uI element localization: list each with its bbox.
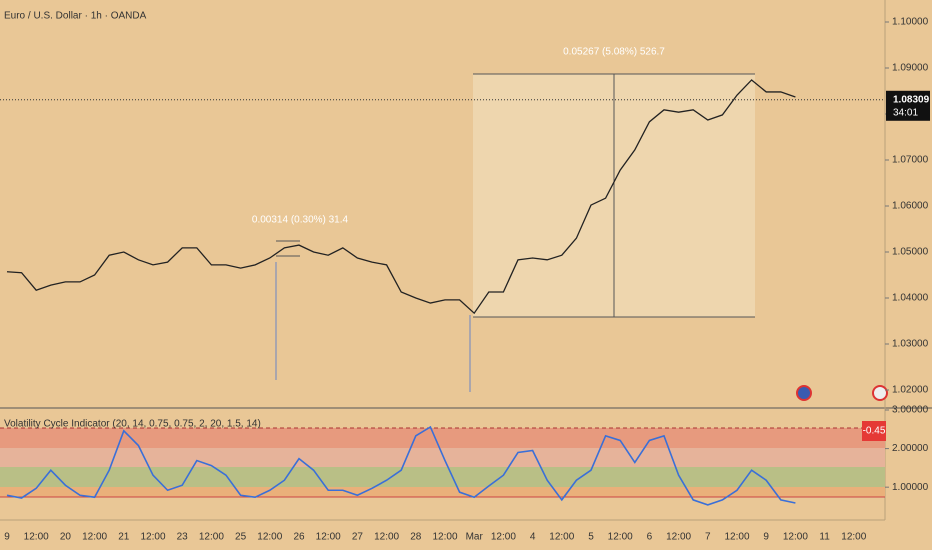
x-tick-label: 25 [235, 532, 247, 543]
indicator-title: Volatility Cycle Indicator (20, 14, 0.75… [4, 419, 261, 430]
x-tick-label: 5 [588, 532, 594, 543]
x-tick-label: 12:00 [666, 532, 691, 543]
chart-title: Euro / U.S. Dollar · 1h · OANDA [4, 11, 147, 22]
series-line [6, 425, 796, 506]
x-tick-label: 4 [530, 532, 536, 543]
x-tick-label: 9 [4, 532, 10, 543]
y-tick-label: 1.10000 [892, 17, 929, 28]
x-tick-label: 12:00 [783, 532, 808, 543]
y-tick-label: 2.00000 [892, 443, 929, 454]
y-tick-label: 1.04000 [892, 293, 929, 304]
x-tick-label: 12:00 [316, 532, 341, 543]
x-tick-label: 12:00 [432, 532, 457, 543]
event-icon[interactable] [872, 385, 888, 401]
price-tag-text: 1.08309 [893, 94, 930, 105]
x-tick-label: 27 [352, 532, 364, 543]
annotation: 0.05267 (5.08%) 526.7 [563, 47, 665, 58]
x-tick-label: 12:00 [374, 532, 399, 543]
x-tick-label: 12:00 [724, 532, 749, 543]
x-tick-label: Mar [466, 532, 484, 543]
y-tick-label: 3.00000 [892, 405, 929, 416]
x-tick-label: 28 [410, 532, 422, 543]
x-tick-label: 12:00 [257, 532, 282, 543]
y-tick-label: 1.00000 [892, 482, 929, 493]
x-tick-label: 12:00 [140, 532, 165, 543]
x-tick-label: 21 [118, 532, 130, 543]
badge: -0.45 [863, 426, 886, 437]
y-tick-label: 1.09000 [892, 63, 929, 74]
x-tick-label: 7 [705, 532, 711, 543]
event-icon[interactable] [796, 385, 812, 401]
x-tick-label: 12:00 [82, 532, 107, 543]
countdown: 34:01 [893, 107, 918, 118]
x-tick-label: 6 [647, 532, 653, 543]
zone [0, 428, 885, 448]
y-tick-label: 1.06000 [892, 201, 929, 212]
x-tick-label: 12:00 [24, 532, 49, 543]
price-tag [886, 90, 930, 121]
x-tick-label: 12:00 [608, 532, 633, 543]
zone [0, 487, 885, 497]
x-tick-label: 20 [60, 532, 72, 543]
zone [0, 448, 885, 467]
y-tick-label: 1.05000 [892, 247, 929, 258]
x-tick-label: 26 [293, 532, 305, 543]
x-tick-label: 12:00 [199, 532, 224, 543]
x-tick-label: 11 [819, 532, 830, 543]
annotation: 0.00314 (0.30%) 31.4 [252, 215, 349, 226]
x-tick-label: 12:00 [841, 532, 866, 543]
badge-bg [862, 421, 886, 441]
x-tick-label: 12:00 [491, 532, 516, 543]
y-tick-label: 1.07000 [892, 155, 929, 166]
series-line [6, 79, 796, 315]
y-tick-label: 1.02000 [892, 385, 929, 396]
y-tick-label: 1.03000 [892, 339, 929, 350]
x-tick-label: 9 [763, 532, 769, 543]
x-tick-label: 23 [177, 532, 189, 543]
x-tick-label: 12:00 [549, 532, 574, 543]
